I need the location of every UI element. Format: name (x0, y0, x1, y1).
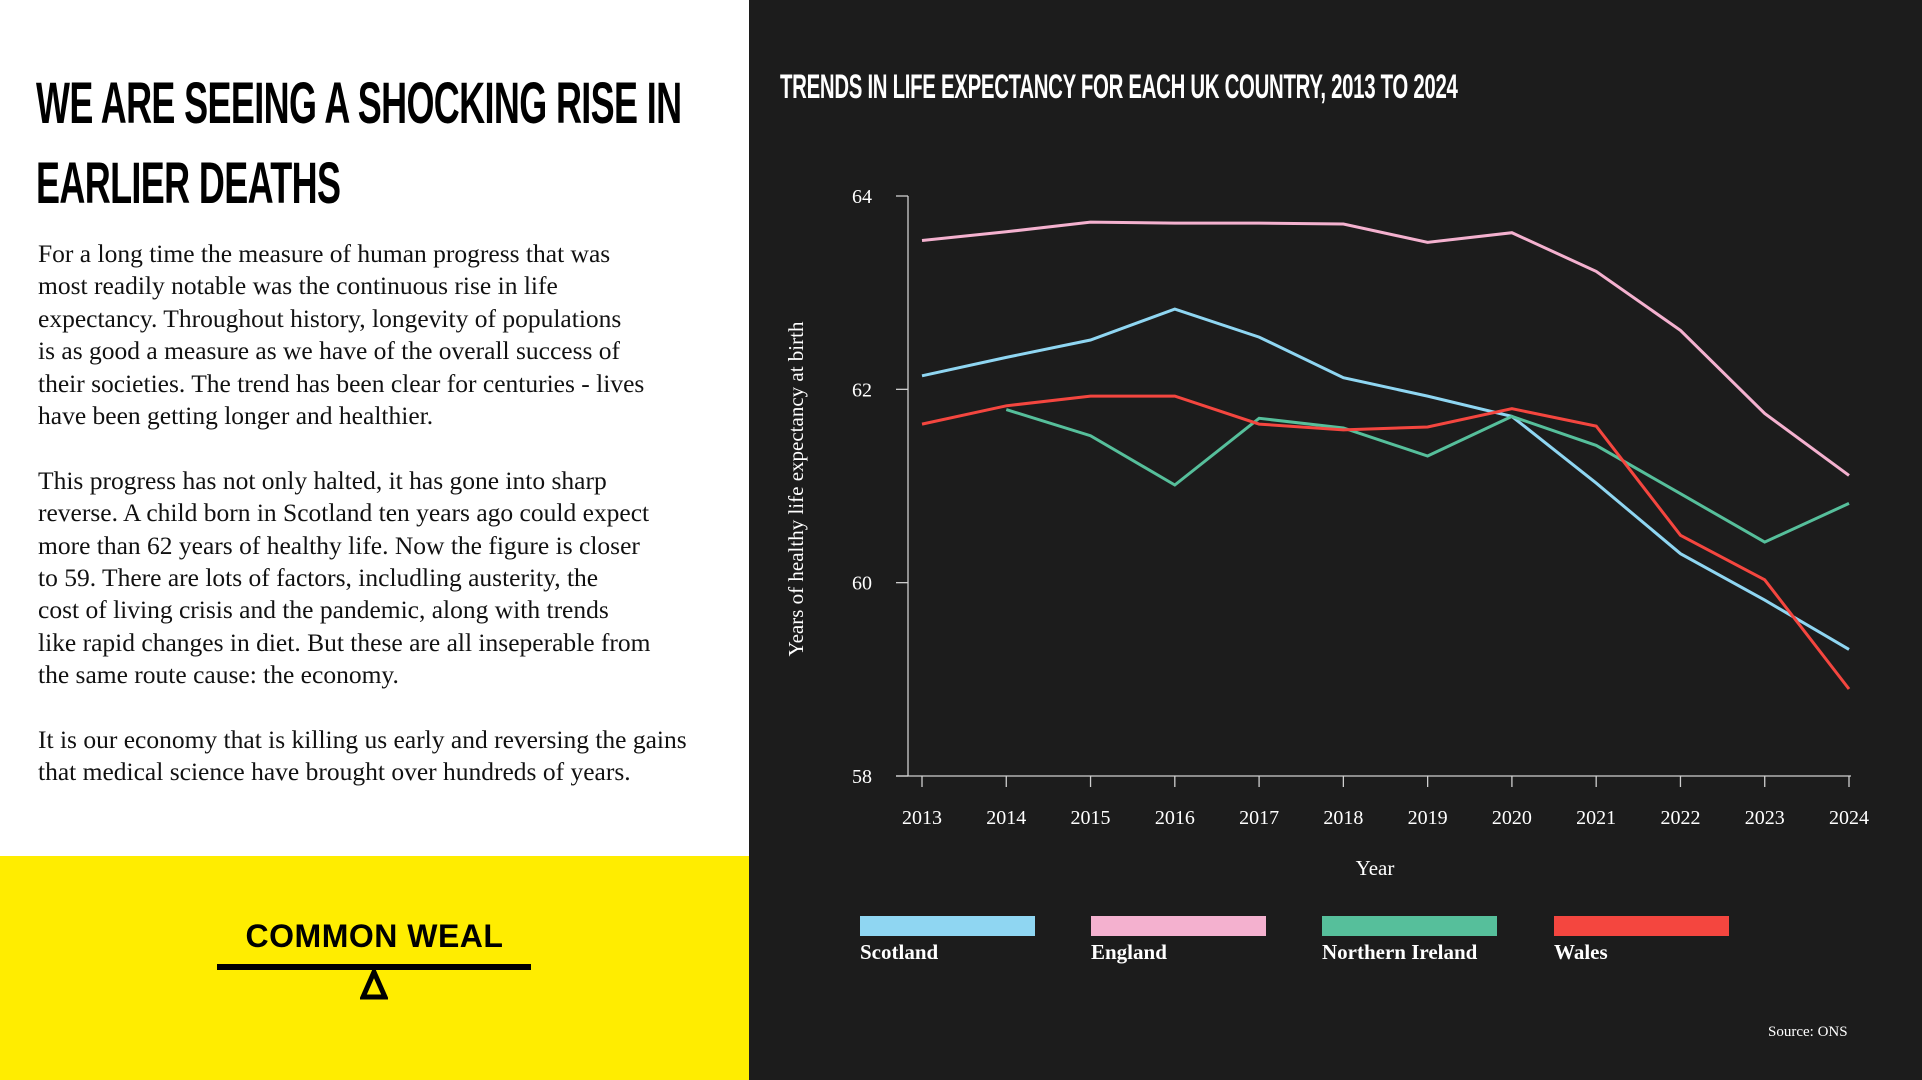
x-tick-label: 2016 (1155, 807, 1195, 829)
x-tick-label: 2021 (1576, 807, 1616, 829)
x-tick-label: 2013 (902, 807, 942, 829)
legend-label-northern-ireland: Northern Ireland (1322, 940, 1478, 964)
legend-swatch-england (1091, 916, 1266, 936)
x-tick-label: 2017 (1239, 807, 1279, 829)
legend-swatch-scotland (860, 916, 1035, 936)
axes: 58 60 62 64 2013 2014 2015 2016 2017 2018 2019 2020… (784, 186, 1869, 880)
series-lines (921, 220, 1851, 690)
paragraph: For a long time the measure of human pro… (38, 239, 645, 431)
y-axis-title: Years of healthy life expectancy at birt… (784, 321, 808, 656)
paragraph: It is our economy that is killing us ear… (38, 725, 687, 787)
series-line-wales (921, 394, 1851, 690)
y-tick-label: 58 (852, 766, 872, 788)
x-tick-label: 2018 (1323, 807, 1363, 829)
x-tick-label: 2015 (1071, 807, 1111, 829)
legend-swatch-northern-ireland (1322, 916, 1497, 936)
x-axis-title: Year (1356, 856, 1395, 880)
paragraph: This progress has not only halted, it ha… (38, 465, 651, 690)
x-tick-label: 2024 (1829, 807, 1869, 829)
logo-text: COMMON WEAL (245, 918, 504, 954)
legend-swatch-wales (1554, 916, 1729, 936)
series-line-england (921, 220, 1850, 477)
legend: Scotland England Northern Ireland Wales (860, 916, 1729, 964)
x-tick-label: 2019 (1408, 807, 1448, 829)
source-note: Source: ONS (1768, 1024, 1848, 1040)
x-tick-label: 2020 (1492, 807, 1532, 829)
headline-line: EARLIER DEATHS (36, 151, 341, 216)
body-text: For a long time the measure of human pro… (38, 238, 738, 821)
seesaw-fulcrum-icon (360, 970, 388, 1000)
x-tick-label: 2022 (1660, 807, 1700, 829)
chart-title: TRENDS IN LIFE EXPECTANCY FOR EACH UK CO… (780, 68, 1458, 106)
y-tick-label: 62 (852, 379, 872, 401)
legend-label-scotland: Scotland (860, 940, 939, 964)
y-tick-label: 64 (852, 186, 872, 208)
x-tick-label: 2023 (1745, 807, 1785, 829)
legend-label-wales: Wales (1554, 940, 1608, 964)
x-tick-label: 2014 (986, 807, 1026, 829)
legend-label-england: England (1091, 940, 1167, 964)
series-line-scotland (921, 307, 1850, 651)
y-tick-label: 60 (852, 573, 872, 595)
logo-beam (217, 964, 531, 970)
series-line-northern-ireland (1005, 408, 1850, 544)
text-panel: WE ARE SEEING A SHOCKING RISE IN EARLIER… (0, 0, 749, 1080)
